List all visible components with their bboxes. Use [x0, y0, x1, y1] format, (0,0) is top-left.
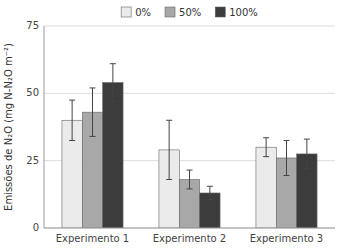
legend-swatch	[121, 7, 131, 17]
bar	[103, 83, 123, 228]
grid	[44, 26, 335, 228]
grid-line	[44, 228, 335, 229]
x-axis-line	[44, 228, 335, 229]
x-tick-label: Experimento 2	[153, 233, 226, 244]
y-axis-line	[44, 26, 45, 228]
error-bar	[304, 139, 310, 169]
y-tick-label: 75	[26, 20, 39, 31]
error-bars	[69, 100, 269, 179]
grid-line	[44, 93, 335, 94]
legend-item: 0%	[121, 7, 151, 18]
y-axis-label: Emissões de N₂O (mg N-N₂O m⁻²)	[3, 43, 14, 211]
error-bar	[69, 100, 75, 140]
x-tick-label: Experimento 3	[250, 233, 323, 244]
y-tick-label: 25	[26, 155, 39, 166]
x-tick-label: Experimento 1	[56, 233, 129, 244]
bar	[256, 147, 276, 228]
error-bar	[187, 170, 193, 189]
error-bars	[90, 88, 290, 189]
y-tick-label: 0	[33, 222, 39, 233]
y-tick-label: 50	[26, 87, 39, 98]
legend-item: 100%	[215, 7, 258, 18]
y-axis: 0 25 50 75	[26, 20, 44, 233]
chart-container: 0 25 50 75 Emissões de N₂O (mg N-N₂O m⁻²) Exp…	[0, 0, 343, 252]
legend: 0% 50% 100%	[121, 7, 258, 18]
error-bar	[110, 64, 116, 102]
legend-label: 50%	[179, 7, 201, 18]
error-bar	[90, 88, 96, 136]
legend-label: 100%	[229, 7, 258, 18]
error-bar	[263, 138, 269, 157]
legend-label: 0%	[135, 7, 151, 18]
x-axis: Experimento 1 Experimento 2 Experimento 3	[44, 228, 335, 244]
legend-swatch	[215, 7, 225, 17]
error-bar	[284, 140, 290, 175]
chart: 0 25 50 75 Emissões de N₂O (mg N-N₂O m⁻²) Exp…	[0, 0, 343, 252]
grid-line	[44, 26, 335, 27]
legend-swatch	[165, 7, 175, 17]
bars	[62, 64, 317, 228]
legend-item: 50%	[165, 7, 201, 18]
error-bar	[166, 120, 172, 179]
error-bars	[110, 64, 310, 200]
error-bar	[207, 186, 213, 199]
series	[103, 83, 317, 228]
